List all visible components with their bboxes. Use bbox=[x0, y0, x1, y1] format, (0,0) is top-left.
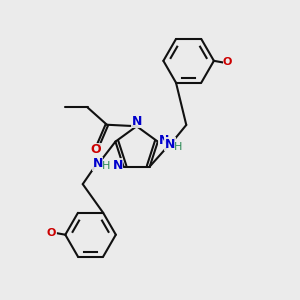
Text: O: O bbox=[223, 57, 232, 67]
Text: O: O bbox=[91, 143, 101, 156]
Text: N: N bbox=[165, 138, 175, 151]
Text: N: N bbox=[131, 115, 142, 128]
Text: H: H bbox=[101, 161, 110, 171]
Text: N: N bbox=[92, 158, 103, 170]
Text: O: O bbox=[47, 228, 56, 238]
Text: N: N bbox=[159, 134, 169, 147]
Text: N: N bbox=[112, 159, 123, 172]
Text: H: H bbox=[174, 142, 182, 152]
